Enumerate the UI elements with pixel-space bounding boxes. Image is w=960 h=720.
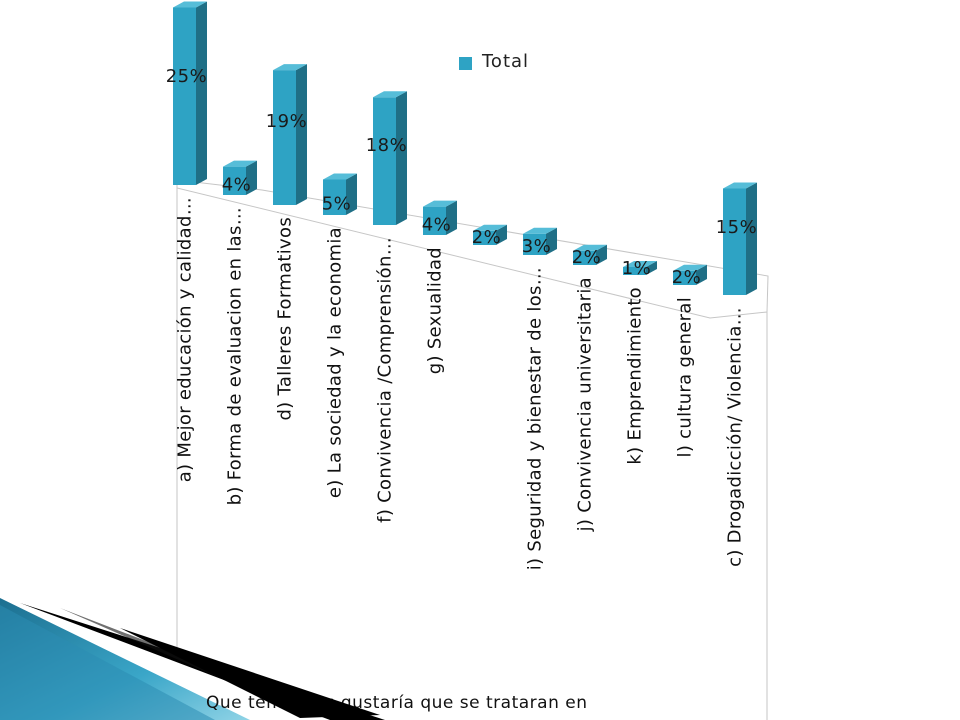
bar-side [746,182,757,295]
bar [673,264,707,285]
bar-side [596,244,607,265]
data-label: 2% [672,267,702,288]
data-label: 25% [166,66,208,87]
bar [173,1,207,185]
bar-top [273,64,307,71]
bar-top [323,173,357,180]
data-label: 2% [472,227,502,248]
category-label: g) Sexualidad [425,247,446,374]
data-label: 15% [716,217,758,238]
bar [423,200,457,235]
category-label: i) Seguridad y bienestar de los… [525,267,546,570]
bar-top [223,160,257,167]
bar-top [173,1,207,8]
category-label: b) Forma de evaluacion en las… [225,207,246,505]
bar-top [673,264,707,271]
category-label: c) Drogadicción/ Violencia… [725,307,746,567]
bar-front [223,166,246,195]
bar-top [523,227,557,234]
bar-front [573,250,596,265]
bar-side [296,64,307,205]
bar [623,261,657,275]
bar-front [373,97,396,225]
bar-top [573,244,607,251]
data-label: 4% [222,175,252,196]
bar [473,224,507,245]
bar [223,160,257,195]
bar-side [446,200,457,235]
bar [323,173,357,215]
category-label: f) Convivencia /Comprensión… [375,237,396,523]
category-label: k) Emprendimiento [625,287,646,465]
bar-side [646,261,657,275]
bar-top [723,182,757,189]
bar-front [323,179,346,215]
bar-top [473,224,507,231]
bar-top [423,200,457,207]
data-label: 5% [322,194,352,215]
bar [573,244,607,265]
legend-swatch [459,57,472,70]
category-label: j) Convivencia universitaria [575,277,596,532]
bar-front [673,270,696,285]
bar-front [423,206,446,235]
bar-front [173,7,196,185]
bar-top [373,91,407,98]
bar-side [196,1,207,185]
bar-side [346,173,357,215]
bar-front [523,233,546,255]
legend: Total [459,51,529,72]
bar-side [546,227,557,255]
bar [373,91,407,225]
bar-top [623,261,657,267]
bar [723,182,757,295]
bar [523,227,557,255]
data-label: 19% [266,111,308,132]
data-label-group: 25% 4% 19% 5% 18% 4% 2% 3% 2% 1% 2% 15% [166,66,758,288]
bar-side [496,224,507,245]
bar-front [273,70,296,205]
data-label: 3% [522,236,552,257]
category-label: e) La sociedad y la economia [325,227,346,498]
bar-front [723,188,746,295]
legend-label: Total [481,51,529,72]
bar-group [173,1,757,295]
bar-front [473,230,496,245]
bar-front [623,267,646,275]
data-label: 4% [422,215,452,236]
category-label: d) Talleres Formativos [275,217,296,421]
category-label-group: a) Mejor educación y calidad… b) Forma de… [175,197,746,570]
decorative-streak [120,628,380,718]
bar-side [246,160,257,195]
data-label: 1% [622,258,652,279]
bar-side [396,91,407,225]
data-label: 2% [572,247,602,268]
data-label: 18% [366,135,408,156]
category-label: a) Mejor educación y calidad… [175,197,196,482]
bar-side [696,264,707,285]
category-label: l) cultura general [675,297,696,457]
bar [273,64,307,205]
